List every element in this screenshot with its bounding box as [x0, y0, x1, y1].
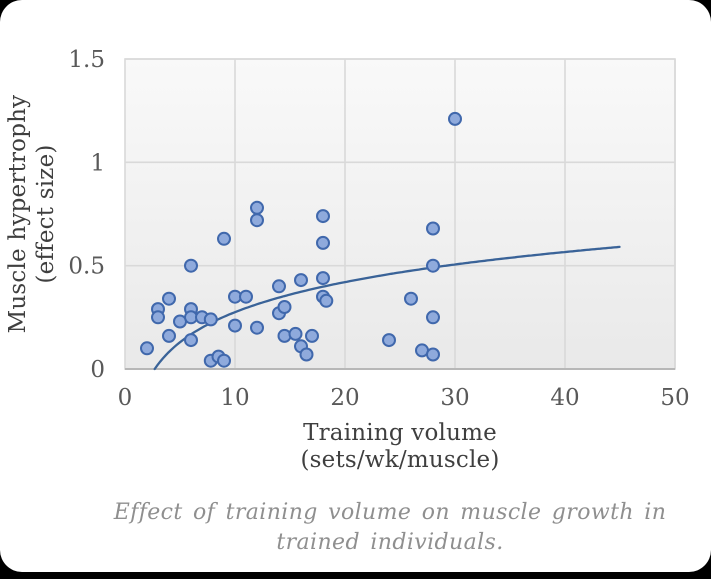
data-point — [426, 310, 440, 325]
x-axis-title-line2: (sets/wk/muscle) — [300, 447, 500, 473]
data-point — [217, 231, 231, 246]
x-tick-label: 50 — [660, 385, 689, 411]
data-point — [316, 271, 330, 286]
data-point — [250, 200, 264, 215]
data-point — [288, 326, 303, 341]
data-point — [316, 235, 330, 250]
chart-caption: Effect of training volume on muscle grow… — [69, 498, 711, 558]
data-point — [203, 312, 218, 327]
x-axis-title-line1: Training volume — [303, 420, 497, 446]
data-point — [151, 310, 165, 325]
data-point — [299, 347, 314, 362]
x-tick-label: 10 — [220, 385, 249, 411]
data-point — [319, 293, 334, 308]
data-point — [272, 279, 286, 294]
trend-line — [153, 245, 621, 371]
data-point — [426, 258, 440, 273]
data-point — [184, 333, 198, 348]
data-point — [404, 291, 418, 306]
y-tick-label: 1.5 — [68, 47, 105, 73]
data-point — [426, 221, 440, 236]
x-axis-title: Training volume (sets/wk/muscle) — [125, 420, 675, 474]
chart-caption-line1: Effect of training volume on muscle grow… — [113, 500, 667, 525]
data-point — [250, 213, 264, 228]
x-tick-label: 0 — [118, 385, 133, 411]
y-axis-title: Muscle hypertrophy (effect size) — [4, 64, 62, 364]
data-point — [382, 333, 396, 348]
x-tick-label: 40 — [550, 385, 579, 411]
data-point — [294, 273, 308, 288]
y-axis-title-line2: (effect size) — [33, 144, 59, 284]
data-point — [305, 328, 319, 343]
data-point — [140, 341, 154, 356]
data-point — [448, 111, 462, 126]
data-point — [228, 318, 242, 333]
scatter-plot: 0 10 20 30 40 50 0 0.5 1 1.5 — [68, 47, 689, 411]
x-tick-label: 20 — [330, 385, 359, 411]
data-point — [277, 300, 292, 314]
y-axis-title-line1: Muscle hypertrophy — [5, 94, 31, 334]
y-tick-label: 0.5 — [68, 254, 105, 280]
data-point — [239, 289, 253, 304]
data-point — [162, 291, 176, 306]
data-point — [162, 328, 176, 343]
data-point — [184, 258, 198, 273]
y-tick-label: 0 — [90, 357, 105, 383]
data-point — [316, 209, 330, 224]
data-point — [250, 320, 264, 335]
data-point — [277, 328, 292, 343]
chart-caption-line2: trained individuals. — [276, 530, 504, 555]
data-point — [217, 353, 231, 368]
y-tick-label: 1 — [90, 150, 105, 176]
x-tick-label: 30 — [440, 385, 469, 411]
data-point — [426, 347, 440, 362]
